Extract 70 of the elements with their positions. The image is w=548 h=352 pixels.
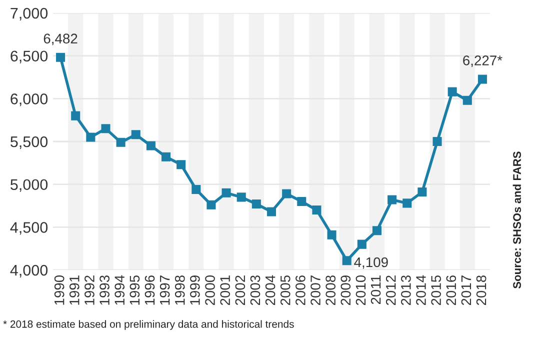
x-tick-label: 2015 bbox=[431, 275, 441, 306]
point bbox=[266, 207, 276, 216]
x-tick-label: 2012 bbox=[386, 276, 396, 306]
y-tick-label: 4,000 bbox=[10, 264, 48, 278]
point bbox=[342, 256, 352, 266]
x-tick-label: 2007 bbox=[310, 276, 320, 306]
x-tick-label: 2001 bbox=[220, 276, 230, 306]
y-tick-label: 6,000 bbox=[10, 94, 48, 106]
x-tick-label: 1996 bbox=[144, 275, 155, 305]
point bbox=[418, 188, 427, 197]
point bbox=[327, 230, 336, 240]
x-tick-label: 2016 bbox=[446, 275, 456, 306]
point bbox=[312, 206, 322, 215]
point bbox=[116, 138, 126, 147]
point bbox=[478, 74, 487, 84]
x-tick-label: 2008 bbox=[326, 275, 336, 306]
x-tick-label: 2003 bbox=[250, 275, 260, 306]
y-tick-label: 5,000 bbox=[10, 179, 48, 192]
point bbox=[236, 192, 246, 202]
x-tick-label: 2017 bbox=[461, 276, 472, 306]
point bbox=[357, 240, 366, 249]
data-label: 4,109 bbox=[354, 257, 388, 269]
x-tick-label: 2018 bbox=[476, 275, 486, 306]
x-tick-label: 2013 bbox=[401, 275, 411, 306]
point bbox=[71, 111, 80, 120]
point bbox=[402, 198, 412, 208]
x-tick-label: 2002 bbox=[235, 276, 246, 306]
x-tick-label: 2004 bbox=[265, 275, 276, 306]
x-tick-label: 1999 bbox=[190, 276, 200, 305]
point bbox=[388, 195, 397, 204]
x-tick-label: 1993 bbox=[100, 275, 110, 305]
point bbox=[56, 52, 66, 62]
x-tick-label: 2014 bbox=[416, 275, 426, 306]
y-tick-label: 4,500 bbox=[10, 222, 48, 235]
point bbox=[297, 196, 306, 206]
x-tick-label: 1995 bbox=[130, 275, 140, 305]
point bbox=[131, 130, 140, 140]
y-tick-label: 6,500 bbox=[10, 50, 48, 64]
point bbox=[222, 188, 231, 198]
x-tick-label: 1998 bbox=[174, 275, 185, 305]
x-tick-label: 1991 bbox=[69, 276, 80, 305]
source-note: Source: SHSOs and FARS bbox=[512, 152, 521, 289]
y-tick-label: 5,500 bbox=[10, 136, 48, 149]
x-tick-label: 2000 bbox=[205, 275, 215, 306]
x-tick-label: 1997 bbox=[160, 276, 170, 305]
data-label: 6,227* bbox=[463, 56, 502, 68]
point bbox=[282, 189, 292, 198]
x-tick-label: 2011 bbox=[370, 276, 381, 304]
x-tick-label: 1994 bbox=[114, 275, 125, 305]
point bbox=[162, 152, 171, 162]
point bbox=[448, 87, 457, 96]
point bbox=[462, 96, 472, 105]
x-tick-label: 2010 bbox=[356, 275, 366, 306]
text: * 2018 estimate based on preliminary data and historical trends bbox=[3, 320, 294, 330]
point bbox=[86, 132, 96, 142]
point bbox=[101, 124, 110, 134]
x-tick-label: 1992 bbox=[84, 276, 94, 305]
x-tick-label: 1990 bbox=[54, 275, 64, 305]
point bbox=[192, 184, 201, 194]
x-tick-label: 2006 bbox=[296, 275, 306, 306]
data-label: 6,482 bbox=[44, 34, 78, 46]
point bbox=[176, 160, 186, 170]
x-tick-label: 2009 bbox=[340, 276, 351, 306]
point bbox=[146, 141, 156, 150]
point bbox=[432, 136, 442, 146]
point bbox=[206, 200, 216, 210]
x-tick-label: 2005 bbox=[280, 275, 290, 306]
point bbox=[252, 200, 261, 209]
y-tick-label: 7,000 bbox=[10, 8, 48, 20]
point bbox=[372, 226, 382, 236]
